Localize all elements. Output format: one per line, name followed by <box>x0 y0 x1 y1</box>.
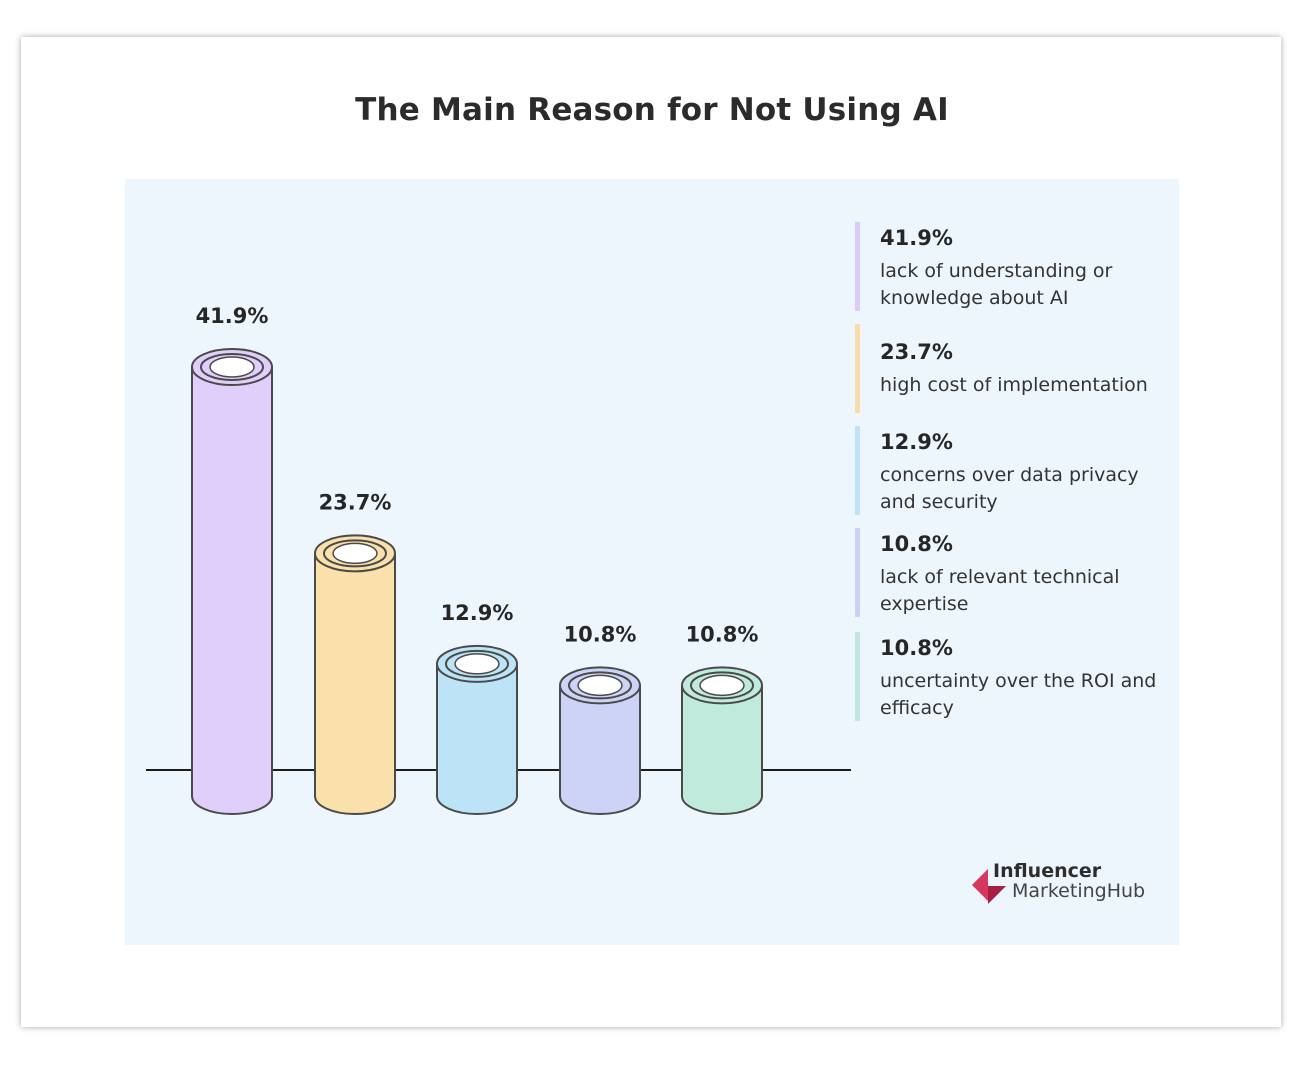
bar-body <box>191 366 273 815</box>
legend-value: 12.9% <box>880 430 953 454</box>
bar-top-hole <box>209 356 255 378</box>
chart-title: The Main Reason for Not Using AI <box>355 92 949 128</box>
legend-color-swatch <box>855 222 860 311</box>
chart-panel <box>125 179 1179 945</box>
influencer-marketinghub-logo-icon <box>972 869 1006 904</box>
legend-value: 23.7% <box>880 340 953 364</box>
legend-color-swatch <box>855 632 860 721</box>
bar-top-hole <box>577 674 623 697</box>
bar-value-label: 12.9% <box>441 601 514 625</box>
legend-label: lack of relevant technical expertise <box>880 566 1120 615</box>
logo-text-line1: Influencer <box>993 860 1102 882</box>
legend-color-swatch <box>855 528 860 617</box>
bar-body <box>559 684 641 815</box>
bar-top-hole <box>332 542 378 565</box>
legend-value: 10.8% <box>880 636 953 660</box>
legend-color-swatch <box>855 426 860 515</box>
legend-label: concerns over data privacy and security <box>880 464 1139 513</box>
bar-body <box>314 552 396 815</box>
bar-value-label: 10.8% <box>564 622 637 646</box>
legend-value: 10.8% <box>880 532 953 556</box>
bar-body <box>436 662 518 815</box>
bar-value-label: 10.8% <box>686 622 759 646</box>
bar-value-label: 41.9% <box>196 304 269 328</box>
bar-top-hole <box>699 674 745 697</box>
legend-label: lack of understanding or knowledge about… <box>880 260 1113 309</box>
bar-top-hole <box>454 653 500 675</box>
brand-logo: Influencer MarketingHub <box>970 860 1160 906</box>
bar-body <box>681 684 763 815</box>
legend-label: high cost of implementation <box>880 374 1148 396</box>
logo-text-line2: MarketingHub <box>1012 880 1146 902</box>
bar-value-label: 23.7% <box>319 490 392 514</box>
legend-label: uncertainty over the ROI and efficacy <box>880 670 1157 719</box>
legend-color-swatch <box>855 324 860 413</box>
legend-value: 41.9% <box>880 226 953 250</box>
